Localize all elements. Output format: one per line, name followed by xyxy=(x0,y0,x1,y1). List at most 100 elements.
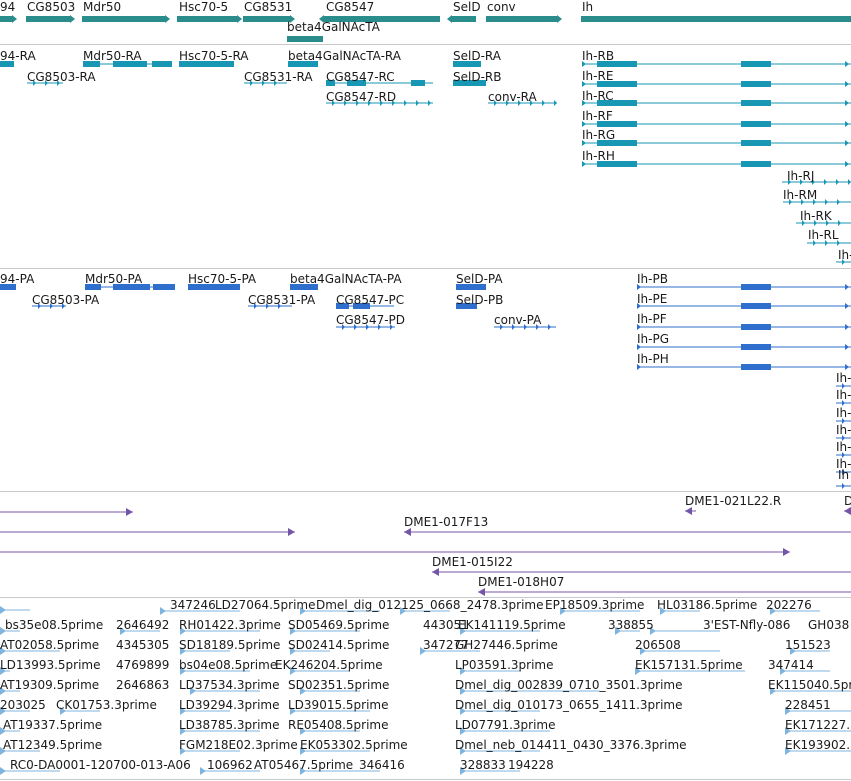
cds-exon[interactable] xyxy=(741,364,771,370)
cds-exon[interactable] xyxy=(741,303,771,309)
transcripts-arrow[interactable] xyxy=(582,161,586,167)
transcripts-exon[interactable] xyxy=(597,81,637,87)
est-label[interactable]: EK053302.5prime xyxy=(300,738,408,752)
est-arrow[interactable] xyxy=(0,747,6,755)
cds-exon[interactable] xyxy=(336,303,349,309)
est-arrow[interactable] xyxy=(180,727,186,735)
clone-label[interactable]: DME1-018H07 xyxy=(478,575,565,589)
cds-arrow[interactable] xyxy=(637,364,641,370)
cds-arrow[interactable] xyxy=(290,284,294,290)
est-arrow[interactable] xyxy=(190,687,196,695)
gene-bar-gHsc70[interactable] xyxy=(177,16,237,22)
est-label[interactable]: EK171227. xyxy=(785,718,851,732)
transcripts-exon[interactable] xyxy=(411,80,425,86)
cds-arrow[interactable] xyxy=(637,284,641,290)
transcripts-arrow[interactable] xyxy=(57,80,60,86)
est-label[interactable]: AT05467.5prime xyxy=(254,758,354,772)
transcripts-label[interactable]: Ih- xyxy=(838,248,851,262)
clone-arrow[interactable] xyxy=(432,568,439,576)
cds-arrow[interactable] xyxy=(842,469,845,475)
est-label[interactable]: 2646492 xyxy=(116,618,170,632)
gene-arrow[interactable] xyxy=(290,15,295,23)
est-label[interactable]: 328833 xyxy=(460,758,506,772)
cds-arrow[interactable] xyxy=(354,324,357,330)
est-arrow[interactable] xyxy=(300,767,306,775)
transcripts-arrow[interactable] xyxy=(824,179,827,185)
transcripts-arrow[interactable] xyxy=(288,61,292,67)
transcripts-arrow[interactable] xyxy=(789,199,792,205)
cds-arrow[interactable] xyxy=(456,303,460,309)
cds-arrow[interactable] xyxy=(842,418,845,424)
transcripts-arrow[interactable] xyxy=(582,81,586,87)
est-arrow[interactable] xyxy=(785,727,791,735)
cds-label[interactable]: Ih- xyxy=(836,423,851,437)
est-label[interactable]: Dmel_neb_014411_0430_3376.3prime xyxy=(455,738,687,752)
est-arrow[interactable] xyxy=(460,747,466,755)
cds-exon[interactable] xyxy=(153,284,175,290)
transcripts-arrow[interactable] xyxy=(825,199,828,205)
clone-arrow[interactable] xyxy=(126,508,133,516)
transcripts-arrow[interactable] xyxy=(845,81,849,87)
cds-label[interactable]: Ih-PE xyxy=(637,292,668,306)
est-label[interactable]: RE05408.5prime xyxy=(288,718,389,732)
cds-arrow[interactable] xyxy=(536,324,539,330)
cds-exon[interactable] xyxy=(0,284,16,290)
transcripts-arrow[interactable] xyxy=(33,80,36,86)
gene-bar-gMdr50[interactable] xyxy=(82,16,165,22)
cds-arrow[interactable] xyxy=(842,483,845,489)
gene-bar-gSelD[interactable] xyxy=(452,16,476,22)
est-arrow[interactable] xyxy=(180,707,186,715)
cds-label[interactable]: Ih- xyxy=(836,388,851,402)
gene-bar-gCG8503[interactable] xyxy=(26,16,70,22)
cds-exon[interactable] xyxy=(456,303,477,309)
transcripts-label[interactable]: Ih-RK xyxy=(800,209,832,223)
est-label[interactable]: AT12349.5prime xyxy=(3,738,103,752)
est-label[interactable]: 228451 xyxy=(785,698,831,712)
cds-label[interactable]: 94-PA xyxy=(0,272,35,286)
cds-label[interactable]: Ih- xyxy=(836,406,851,420)
transcripts-arrow[interactable] xyxy=(326,80,330,86)
cds-arrow[interactable] xyxy=(512,324,515,330)
clone-arrow[interactable] xyxy=(288,528,295,536)
est-label[interactable]: 203025 xyxy=(0,698,46,712)
est-label[interactable]: GH27446.5prime xyxy=(455,638,558,652)
est-label[interactable]: LD07791.3prime xyxy=(455,718,556,732)
transcripts-exon[interactable] xyxy=(741,140,771,146)
est-arrow[interactable] xyxy=(460,727,466,735)
clone-arrow[interactable] xyxy=(844,507,851,515)
est-label[interactable]: AT19309.5prime xyxy=(0,678,100,692)
transcripts-arrow[interactable] xyxy=(404,100,407,106)
cds-arrow[interactable] xyxy=(456,284,460,290)
est-label[interactable]: AT02058.5prime xyxy=(0,638,100,652)
transcripts-arrow[interactable] xyxy=(582,121,586,127)
transcripts-exon[interactable] xyxy=(597,140,637,146)
est-arrow[interactable] xyxy=(290,647,296,655)
transcripts-exon[interactable] xyxy=(741,100,771,106)
cds-label[interactable]: Ih-PF xyxy=(637,312,667,326)
transcripts-arrow[interactable] xyxy=(802,220,805,226)
est-label[interactable]: RC0-DA0001-120700-013-A06 xyxy=(10,758,191,772)
gene-arrow[interactable] xyxy=(447,15,452,23)
cds-arrow[interactable] xyxy=(524,324,527,330)
est-label[interactable]: AT19337.5prime xyxy=(3,718,103,732)
est-label[interactable]: 347277 xyxy=(423,638,469,652)
cds-arrow[interactable] xyxy=(500,324,503,330)
est-label[interactable]: SD05469.5prime xyxy=(288,618,390,632)
cds-label[interactable]: CG8503-PA xyxy=(32,293,100,307)
est-arrow[interactable] xyxy=(650,627,656,635)
est-label[interactable]: 194228 xyxy=(508,758,554,772)
cds-label[interactable]: Ih- xyxy=(836,440,851,454)
est-arrow[interactable] xyxy=(560,607,566,615)
transcripts-arrow[interactable] xyxy=(845,161,849,167)
est-arrow[interactable] xyxy=(180,747,186,755)
transcripts-arrow[interactable] xyxy=(826,220,829,226)
est-arrow[interactable] xyxy=(0,606,6,614)
est-label[interactable]: 443051 xyxy=(423,618,469,632)
cds-arrow[interactable] xyxy=(845,284,849,290)
clone-arrow[interactable] xyxy=(783,548,790,556)
transcripts-label[interactable]: Ih-RJ xyxy=(787,169,815,183)
cds-arrow[interactable] xyxy=(254,303,257,309)
transcripts-exon[interactable] xyxy=(347,80,366,86)
transcripts-label[interactable]: SelD-RB xyxy=(453,70,502,84)
cds-label[interactable]: Ih- xyxy=(836,457,851,471)
